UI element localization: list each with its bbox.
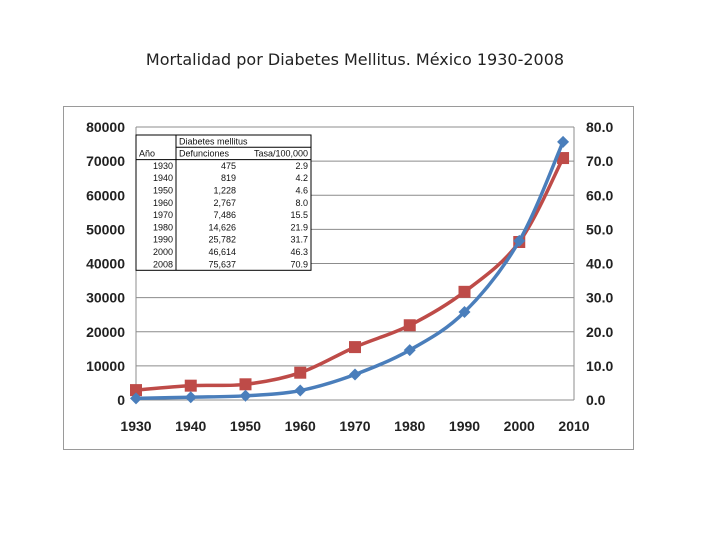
y-left-tick-label: 20000 <box>86 324 125 340</box>
data-point-rate <box>184 379 197 392</box>
data-point-deaths <box>130 392 142 405</box>
table-cell-year: 1980 <box>153 222 173 232</box>
table-cell-year: 1940 <box>153 173 173 183</box>
table-cell-deaths: 14,626 <box>208 222 236 232</box>
series-layer <box>130 135 570 405</box>
y-left-tick-label: 60000 <box>86 187 125 203</box>
data-point-rate <box>349 341 361 354</box>
table-border <box>135 134 312 271</box>
chart-svg: 0 10000 20000 30000 40000 50000 60000 70000 8000… <box>86 119 613 434</box>
x-tick-label: 1930 <box>120 418 151 434</box>
y-left-tick-label: 50000 <box>86 221 125 237</box>
data-point-rate <box>557 152 570 165</box>
data-point-deaths <box>403 344 416 357</box>
table-header-rate: Tasa/100,000 <box>254 149 308 159</box>
table-cell-rate: 31.7 <box>290 235 308 245</box>
data-point-rate <box>294 366 307 379</box>
table-cell-year: 1950 <box>153 186 173 196</box>
chart-frame: 0 10000 20000 30000 40000 50000 60000 70000 8000… <box>63 106 634 450</box>
table-cell-rate: 8.0 <box>295 198 308 208</box>
x-tick-label: 1960 <box>285 418 316 434</box>
y-left-tick-label: 0 <box>117 392 125 408</box>
data-point-rate <box>239 378 252 391</box>
y-right-tick-label: 70.0 <box>586 153 613 169</box>
table-cell-rate: 46.3 <box>290 247 308 257</box>
y-right-tick-label: 40.0 <box>586 256 613 272</box>
y-left-tick-label: 40000 <box>86 256 125 272</box>
table-cell-year: 2000 <box>153 247 173 257</box>
table-cell-deaths: 75,637 <box>208 259 236 269</box>
data-point-deaths <box>184 391 197 404</box>
x-tick-label: 1950 <box>230 418 261 434</box>
table-cell-rate: 15.5 <box>290 210 308 220</box>
data-point-deaths <box>513 234 526 247</box>
table-header-deaths: Defunciones <box>179 149 230 159</box>
x-tick-label: 1990 <box>449 418 480 434</box>
table-cell-deaths: 46,614 <box>208 247 236 257</box>
table-cell-year: 1990 <box>153 235 173 245</box>
table-cell-deaths: 475 <box>221 161 236 171</box>
table-cell-rate: 4.2 <box>295 173 308 183</box>
x-tick-label: 1940 <box>175 418 206 434</box>
table-cell-rate: 2.9 <box>295 161 308 171</box>
y-right-tick-label: 20.0 <box>586 324 613 340</box>
x-tick-label: 1970 <box>339 418 370 434</box>
inset-table: Diabetes mellitus Año Defunciones Tasa/100,… <box>135 134 312 271</box>
y-right-tick-label: 30.0 <box>586 290 613 306</box>
table-header-year: Año <box>139 149 155 159</box>
table-cell-deaths: 25,782 <box>208 235 236 245</box>
y-left-tick-label: 10000 <box>86 358 125 374</box>
table-cell-deaths: 819 <box>221 173 236 183</box>
data-point-rate <box>458 285 471 298</box>
data-point-deaths <box>557 135 570 148</box>
table-cell-rate: 70.9 <box>290 259 308 269</box>
y-left-tick-label: 80000 <box>86 119 125 135</box>
table-cell-rate: 21.9 <box>290 222 308 232</box>
table-cell-year: 1960 <box>153 198 173 208</box>
data-point-rate <box>403 319 416 332</box>
table-cell-year: 1970 <box>153 210 173 220</box>
data-point-deaths <box>294 384 307 397</box>
table-cell-deaths: 1,228 <box>213 186 236 196</box>
data-point-deaths <box>458 306 471 319</box>
y-left-tick-label: 70000 <box>86 153 125 169</box>
x-tick-label: 2010 <box>558 418 589 434</box>
table-cell-deaths: 7,486 <box>213 210 236 220</box>
y-right-tick-label: 60.0 <box>586 187 613 203</box>
slide-title: Mortalidad por Diabetes Mellitus. México… <box>145 50 565 69</box>
data-point-rate <box>130 384 142 397</box>
table-title: Diabetes mellitus <box>179 136 248 146</box>
y-right-tick-label: 0.0 <box>586 392 606 408</box>
table-cell-year: 1930 <box>153 161 173 171</box>
y-right-tick-label: 10.0 <box>586 358 613 374</box>
table-cell-deaths: 2,767 <box>213 198 236 208</box>
y-left-tick-label: 30000 <box>86 290 125 306</box>
x-tick-label: 2000 <box>504 418 535 434</box>
table-cell-rate: 4.6 <box>295 186 308 196</box>
data-point-deaths <box>349 368 361 381</box>
data-point-deaths <box>239 389 252 402</box>
x-tick-label: 1980 <box>394 418 425 434</box>
y-right-tick-label: 50.0 <box>586 221 613 237</box>
table-cell-year: 2008 <box>153 259 173 269</box>
y-right-tick-label: 80.0 <box>586 119 613 135</box>
